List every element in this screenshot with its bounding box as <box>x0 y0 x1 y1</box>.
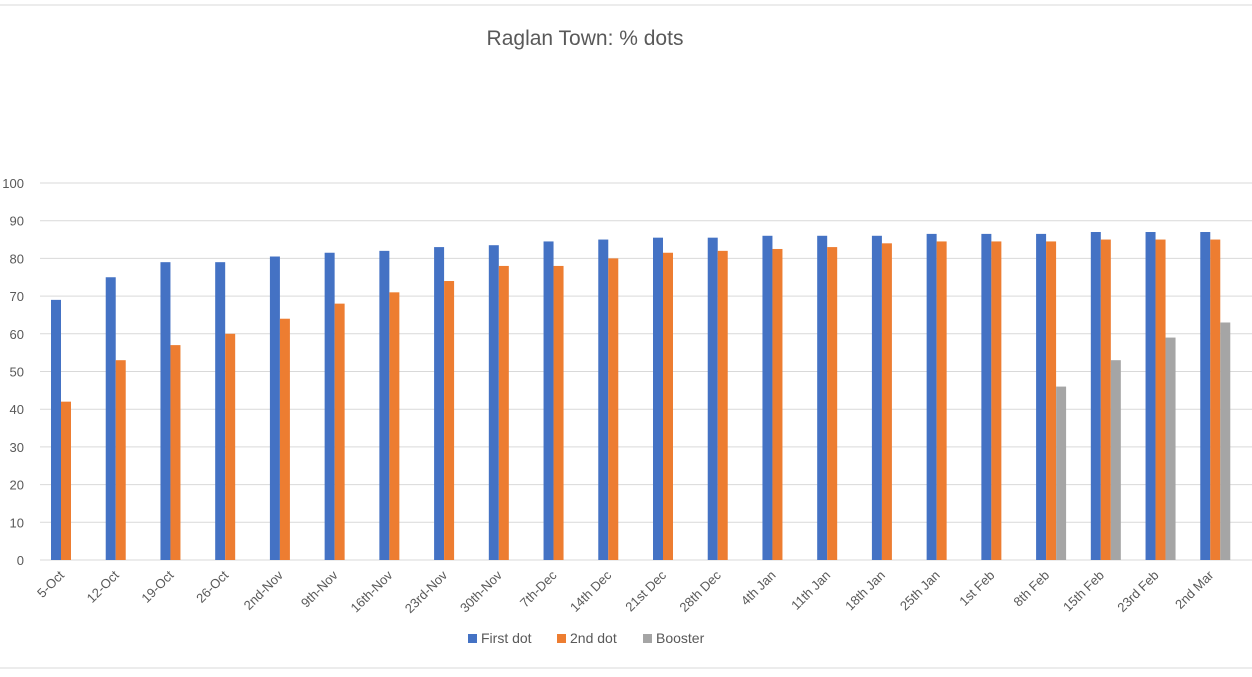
y-tick-label: 40 <box>10 402 24 417</box>
legend-label: First dot <box>481 630 532 646</box>
bar-first-dot <box>817 235 828 560</box>
x-tick-label: 18th Jan <box>842 568 888 614</box>
legend-label: 2nd dot <box>570 630 617 646</box>
x-tick-label: 16th-Nov <box>348 567 396 615</box>
chart-title: Raglan Town: % dots <box>487 27 684 50</box>
bar-2nd-dot <box>991 241 1002 560</box>
y-tick-label: 80 <box>10 251 24 266</box>
x-tick-label: 30th-Nov <box>457 567 505 615</box>
y-tick-label: 50 <box>10 365 24 380</box>
x-tick-label: 21st Dec <box>622 567 669 614</box>
x-tick-label: 23rd-Nov <box>402 567 451 616</box>
bar-2nd-dot <box>936 241 947 560</box>
bar-2nd-dot <box>498 265 509 560</box>
y-tick-label: 10 <box>10 515 24 530</box>
bar-2nd-dot <box>1046 241 1057 560</box>
bar-2nd-dot <box>772 248 783 560</box>
bar-2nd-dot <box>1155 239 1166 561</box>
legend-swatch <box>643 634 652 643</box>
bar-booster <box>1165 337 1176 560</box>
x-tick-label: 23rd Feb <box>1114 568 1161 615</box>
x-tick-label: 15th Feb <box>1060 568 1107 615</box>
bar-2nd-dot <box>663 252 673 560</box>
bar-first-dot <box>871 235 882 560</box>
x-tick-label: 25th Jan <box>897 568 943 614</box>
bars <box>51 232 1231 561</box>
bar-first-dot <box>488 245 499 560</box>
x-tick-label: 14th Dec <box>567 567 615 615</box>
x-tick-label: 4th Jan <box>738 568 779 609</box>
x-tick-label: 2nd Mar <box>1172 567 1217 612</box>
bar-first-dot <box>1200 232 1211 560</box>
bar-first-dot <box>215 262 226 560</box>
x-tick-label: 5-Oct <box>34 567 67 600</box>
bar-first-dot <box>653 237 663 561</box>
bar-first-dot <box>324 252 335 560</box>
x-tick-label: 28th Dec <box>676 567 724 615</box>
legend-swatch <box>557 634 566 643</box>
x-axis-ticks: 5-Oct 12-Oct 19-Oct 26-Oct 2nd-Nov 9th-Nov 16t… <box>34 567 1217 616</box>
bar-2nd-dot <box>827 247 838 560</box>
x-tick-label: 8th Feb <box>1010 568 1052 610</box>
bar-first-dot <box>434 247 445 560</box>
bar-booster <box>1056 386 1067 560</box>
bar-first-dot <box>598 239 609 561</box>
bar-2nd-dot <box>1210 239 1221 561</box>
y-tick-label: 60 <box>10 327 24 342</box>
bar-first-dot <box>379 250 390 561</box>
legend-swatch <box>468 634 477 643</box>
x-tick-label: 26-Oct <box>193 567 231 605</box>
y-tick-label: 30 <box>10 440 24 455</box>
y-tick-label: 20 <box>10 478 24 493</box>
bar-2nd-dot <box>61 401 71 560</box>
y-tick-label: 90 <box>10 214 24 229</box>
bar-first-dot <box>1145 232 1156 560</box>
bar-2nd-dot <box>608 258 619 560</box>
bar-first-dot <box>543 241 554 560</box>
bar-booster <box>1110 360 1121 560</box>
bar-first-dot <box>269 256 280 560</box>
bar-booster <box>1220 322 1231 560</box>
bar-first-dot <box>926 233 937 560</box>
legend: First dot 2nd dot Booster <box>468 630 705 646</box>
x-tick-label: 11th Jan <box>788 568 833 613</box>
bar-2nd-dot <box>170 345 181 560</box>
bar-first-dot <box>105 277 116 560</box>
y-tick-label: 0 <box>17 553 24 568</box>
bar-first-dot <box>981 233 992 560</box>
x-tick-label: 12-Oct <box>84 567 122 605</box>
y-tick-label: 70 <box>10 289 24 304</box>
bar-2nd-dot <box>553 265 564 560</box>
y-axis-ticks: 0 10 20 30 40 50 60 70 80 90 100 <box>2 176 24 568</box>
bar-2nd-dot <box>115 360 126 560</box>
x-tick-label: 2nd-Nov <box>241 567 287 613</box>
bar-first-dot <box>762 235 773 560</box>
x-tick-label: 1st Feb <box>956 568 997 609</box>
x-tick-label: 9th-Nov <box>298 567 341 610</box>
bar-2nd-dot <box>717 250 728 561</box>
bar-2nd-dot <box>389 292 400 560</box>
bar-first-dot <box>1036 233 1047 560</box>
x-tick-label: 7th-Dec <box>517 567 560 610</box>
legend-label: Booster <box>656 630 705 646</box>
x-tick-label: 19-Oct <box>138 567 176 605</box>
y-tick-label: 100 <box>2 176 24 191</box>
bar-first-dot <box>160 262 171 560</box>
bar-first-dot <box>707 237 718 561</box>
bar-first-dot <box>1090 232 1101 560</box>
bar-first-dot <box>51 299 61 560</box>
bar-2nd-dot <box>279 318 290 560</box>
bar-2nd-dot <box>334 303 345 560</box>
bar-2nd-dot <box>225 333 236 560</box>
bar-2nd-dot <box>881 243 892 560</box>
bar-2nd-dot <box>444 281 455 560</box>
bar-2nd-dot <box>1100 239 1111 561</box>
